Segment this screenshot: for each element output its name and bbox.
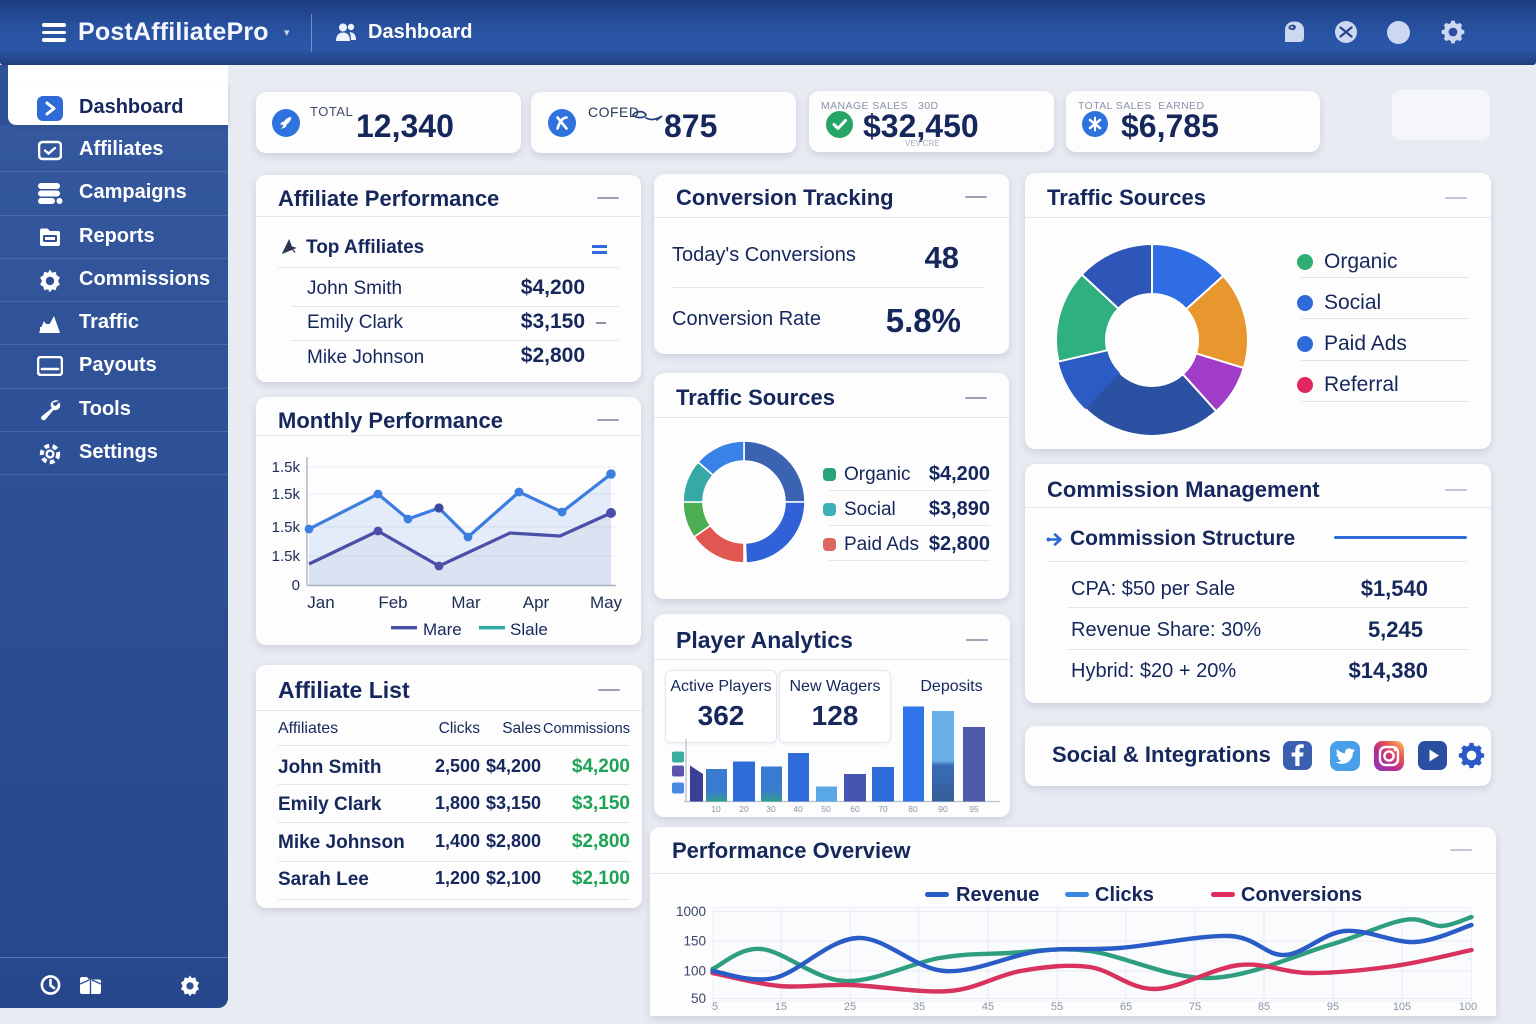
svg-text:35: 35 bbox=[913, 1001, 925, 1013]
svg-text:90: 90 bbox=[938, 804, 948, 814]
svg-text:55: 55 bbox=[1051, 1001, 1063, 1013]
svg-text:30: 30 bbox=[766, 804, 776, 814]
svg-text:1.5k: 1.5k bbox=[272, 519, 301, 536]
svg-text:Apr: Apr bbox=[523, 593, 550, 612]
svg-text:1.5k: 1.5k bbox=[272, 459, 301, 476]
svg-text:150: 150 bbox=[683, 934, 706, 949]
svg-text:25: 25 bbox=[844, 1001, 856, 1013]
svg-text:Slale: Slale bbox=[510, 620, 548, 639]
svg-text:0: 0 bbox=[292, 577, 300, 594]
svg-text:Jan: Jan bbox=[307, 593, 334, 612]
svg-text:15: 15 bbox=[775, 1001, 787, 1013]
svg-text:5: 5 bbox=[712, 1001, 718, 1013]
svg-text:20: 20 bbox=[739, 804, 749, 814]
svg-text:40: 40 bbox=[793, 804, 803, 814]
svg-text:1.5k: 1.5k bbox=[272, 548, 301, 565]
svg-text:May: May bbox=[590, 593, 623, 612]
svg-text:50: 50 bbox=[691, 991, 706, 1006]
svg-text:75: 75 bbox=[1189, 1001, 1201, 1013]
svg-text:85: 85 bbox=[1258, 1001, 1270, 1013]
svg-text:95: 95 bbox=[1327, 1001, 1339, 1013]
svg-text:60: 60 bbox=[850, 804, 860, 814]
svg-text:50: 50 bbox=[821, 804, 831, 814]
svg-text:100: 100 bbox=[683, 964, 706, 979]
svg-text:Mar: Mar bbox=[451, 593, 481, 612]
svg-text:10: 10 bbox=[711, 804, 721, 814]
svg-text:100: 100 bbox=[1459, 1001, 1477, 1013]
svg-text:70: 70 bbox=[878, 804, 888, 814]
svg-text:1000: 1000 bbox=[676, 904, 706, 919]
svg-text:65: 65 bbox=[1120, 1001, 1132, 1013]
svg-text:1.5k: 1.5k bbox=[272, 486, 301, 503]
svg-text:80: 80 bbox=[908, 804, 918, 814]
svg-text:105: 105 bbox=[1393, 1001, 1411, 1013]
svg-text:Mare: Mare bbox=[423, 620, 462, 639]
svg-text:Feb: Feb bbox=[378, 593, 407, 612]
svg-text:95: 95 bbox=[969, 804, 979, 814]
svg-text:45: 45 bbox=[982, 1001, 994, 1013]
